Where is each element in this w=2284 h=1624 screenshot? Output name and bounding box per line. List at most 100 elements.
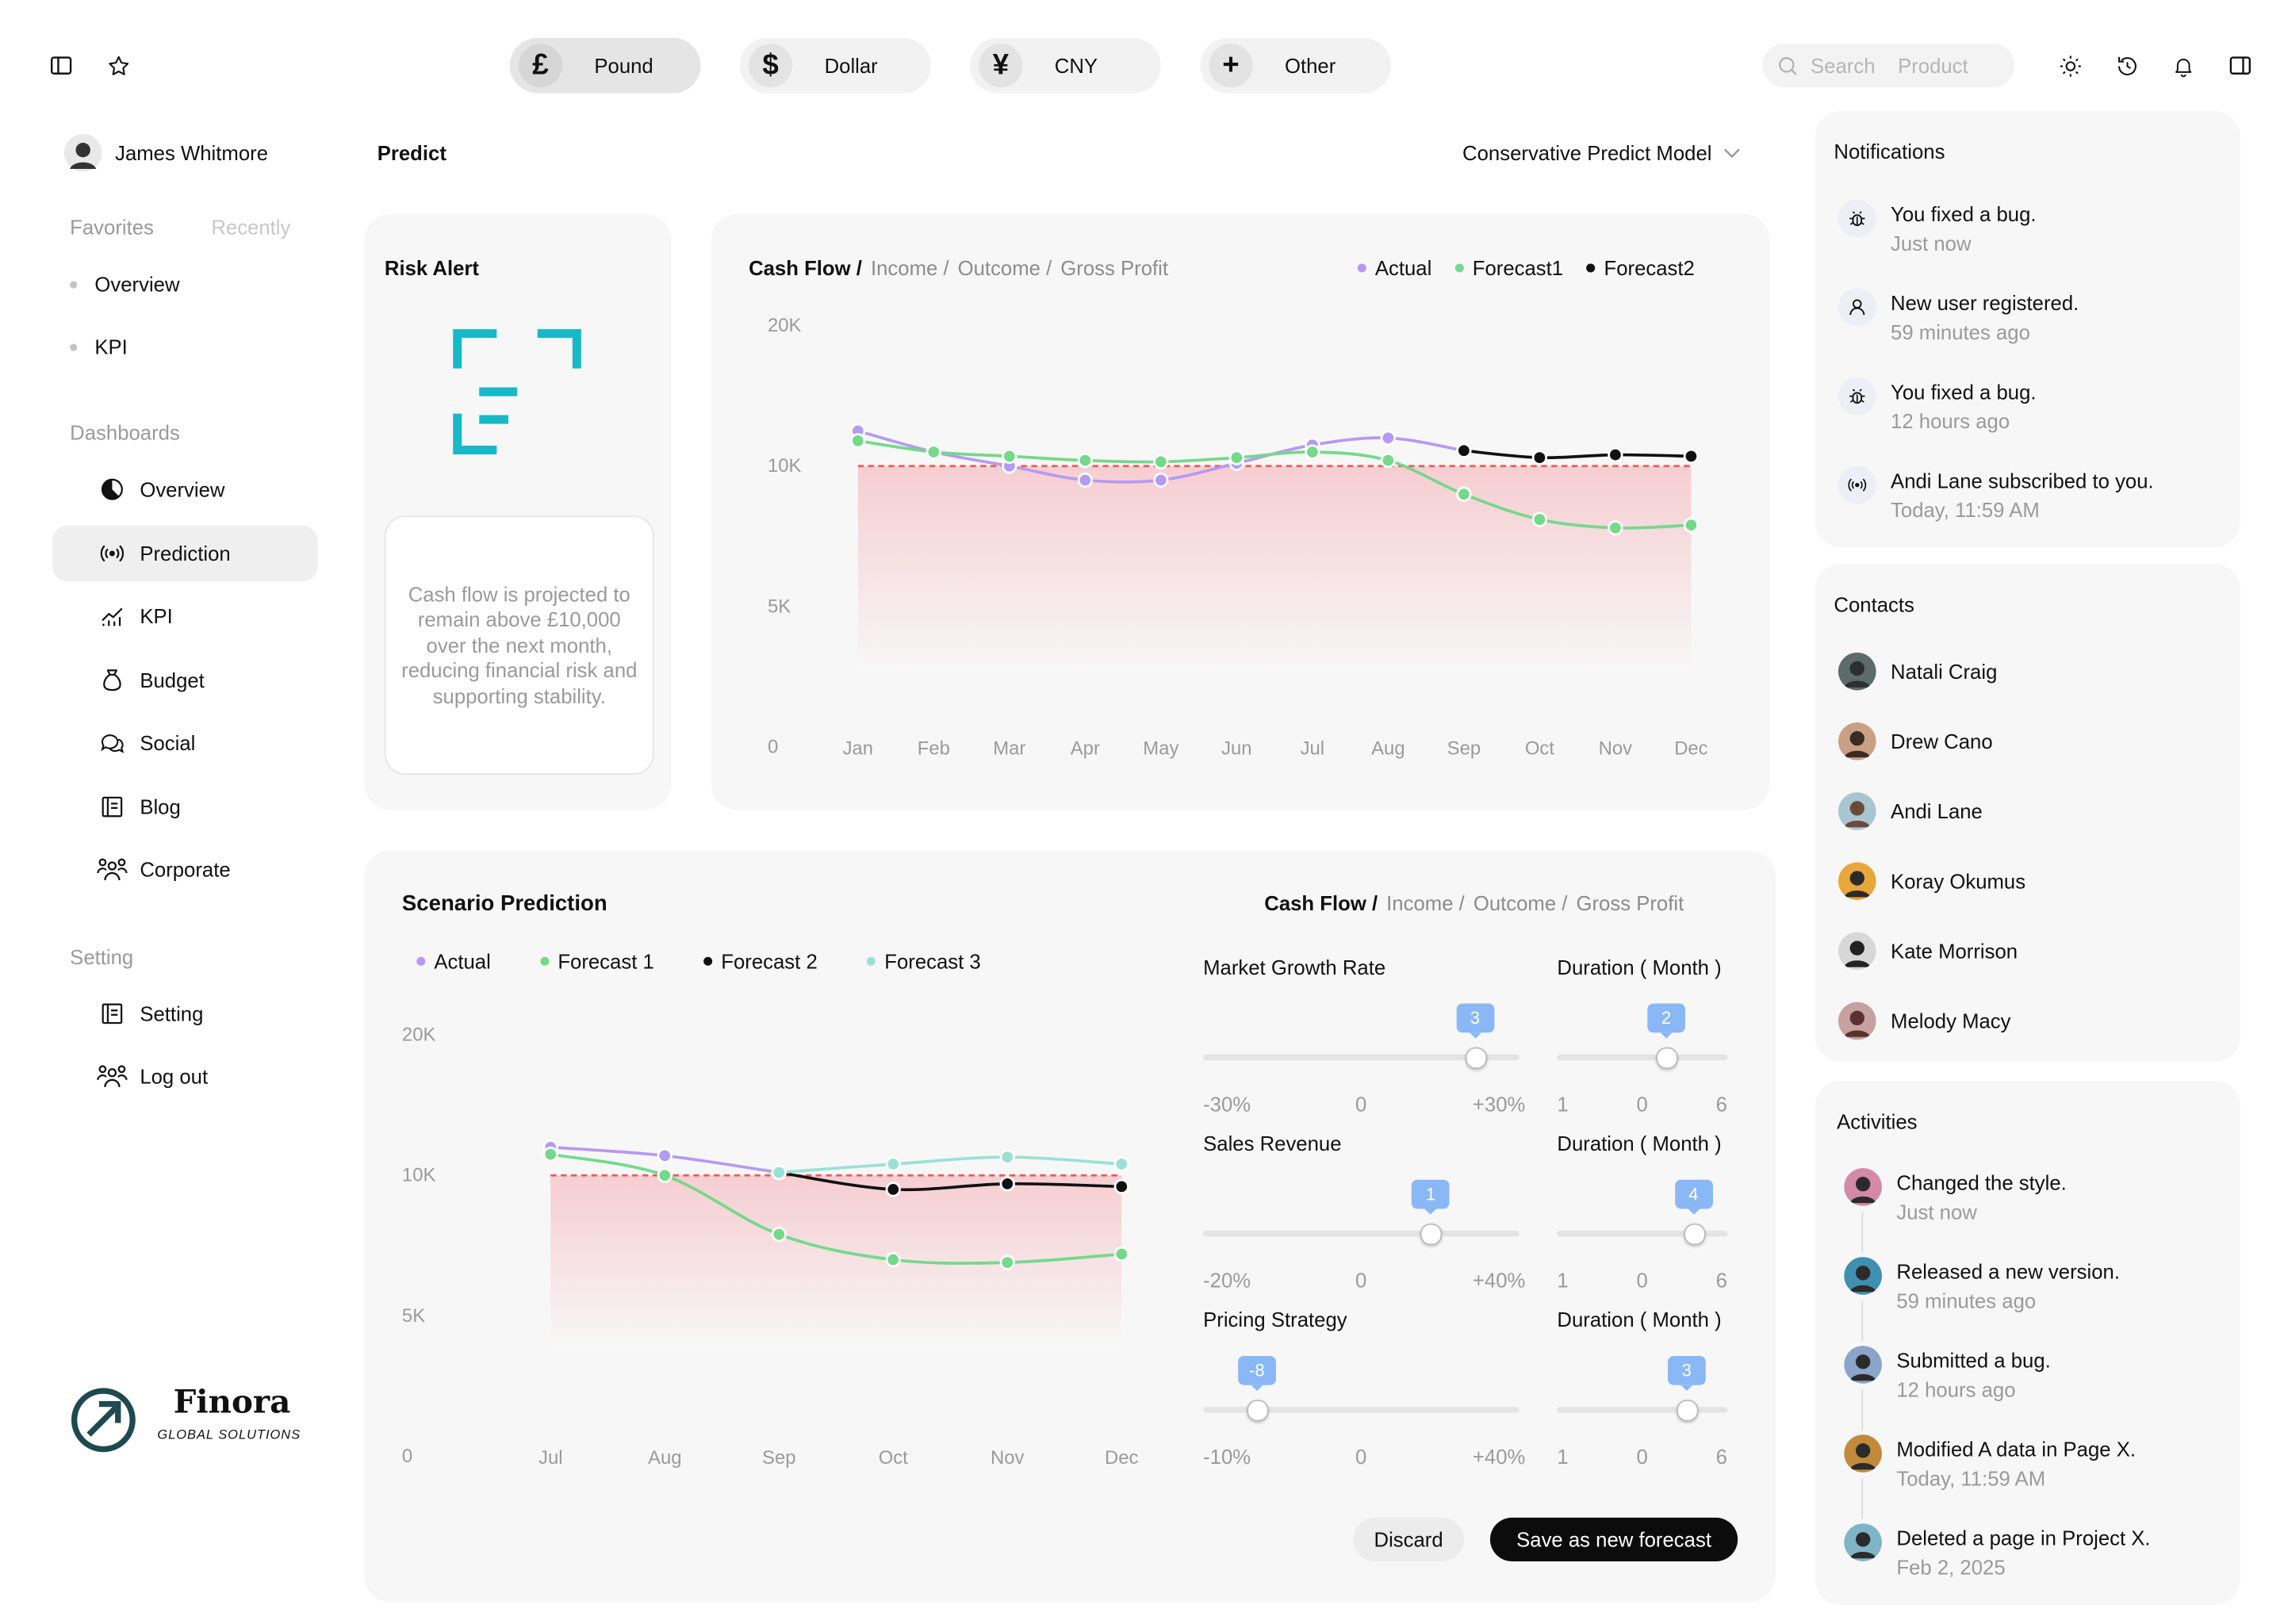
risk-alert-card: Risk Alert Cash flow is projected to rem… xyxy=(364,213,672,810)
history-icon[interactable] xyxy=(2112,51,2141,80)
timeline-connector xyxy=(1861,1478,1864,1519)
contact-item[interactable]: Drew Cano xyxy=(1838,722,1993,760)
activity-time: Today, 11:59 AM xyxy=(1896,1466,2046,1490)
slider-label: Duration ( Month ) xyxy=(1557,955,1722,979)
currency-cny[interactable]: ¥ CNY xyxy=(970,37,1161,94)
model-select-value: Conservative Predict Model xyxy=(1462,141,1712,165)
tab-gross-profit[interactable]: Gross Profit xyxy=(1060,256,1169,280)
activity-item[interactable]: Deleted a page in Project X. Feb 2, 2025 xyxy=(1844,1523,2151,1581)
activity-item[interactable]: Submitted a bug. 12 hours ago xyxy=(1844,1346,2051,1404)
slider-track[interactable] xyxy=(1203,1231,1519,1237)
tab-outcome[interactable]: Outcome / xyxy=(1473,891,1568,915)
notification-item[interactable]: New user registered. 59 minutes ago xyxy=(1838,288,2079,347)
contact-item[interactable]: Koray Okumus xyxy=(1838,862,2025,901)
slider-track[interactable] xyxy=(1203,1054,1519,1061)
notification-text: New user registered. xyxy=(1891,291,2079,315)
slider-thumb[interactable] xyxy=(1246,1400,1269,1422)
team-icon xyxy=(96,853,128,885)
legend-forecast1: Forecast1 xyxy=(1454,256,1563,280)
search-box[interactable]: Search Product xyxy=(1762,44,2015,88)
sidebar-item-social[interactable]: Social xyxy=(52,715,317,771)
star-icon[interactable] xyxy=(103,51,132,80)
activity-item[interactable]: Modified A data in Page X. Today, 11:59 A… xyxy=(1844,1434,2136,1492)
contact-item[interactable]: Kate Morrison xyxy=(1838,932,2018,971)
slider-value-badge: 3 xyxy=(1455,1003,1494,1039)
activities-title: Activities xyxy=(1837,1109,1918,1133)
legend-label: Actual xyxy=(1374,256,1432,280)
contact-item[interactable]: Melody Macy xyxy=(1838,1002,2011,1040)
tab-cash-flow[interactable]: Cash Flow / xyxy=(749,256,862,280)
money-bag-icon xyxy=(96,665,128,696)
bug-icon xyxy=(1838,199,1876,238)
currency-label: Other xyxy=(1284,53,1336,78)
timeline-connector xyxy=(1861,1300,1864,1342)
slider-track[interactable] xyxy=(1557,1407,1728,1413)
slider-thumb[interactable] xyxy=(1683,1223,1706,1246)
currency-dollar[interactable]: $ Dollar xyxy=(740,37,931,94)
slider-track[interactable] xyxy=(1557,1054,1728,1061)
sun-icon[interactable] xyxy=(2056,51,2085,80)
slider-label: Duration ( Month ) xyxy=(1557,1308,1722,1331)
sidebar-item-logout[interactable]: Log out xyxy=(52,1048,317,1104)
panel-toggle-icon[interactable] xyxy=(2225,51,2255,80)
save-forecast-button[interactable]: Save as new forecast xyxy=(1489,1517,1738,1561)
slider-track[interactable] xyxy=(1203,1407,1519,1413)
search-input[interactable]: Search Product xyxy=(1811,53,1968,78)
sidebar-item-label: Budget xyxy=(140,668,205,692)
notification-item[interactable]: You fixed a bug. 12 hours ago xyxy=(1838,377,2037,435)
legend-forecast-1: Forecast 1 xyxy=(540,950,654,973)
recently-tab[interactable]: Recently xyxy=(211,215,291,239)
user-profile[interactable]: James Whitmore xyxy=(63,133,268,172)
company-logo: Finora GLOBAL SOLUTIONS xyxy=(70,1384,332,1460)
notification-text: You fixed a bug. xyxy=(1891,380,2037,404)
sidebar-toggle-icon[interactable] xyxy=(47,51,76,80)
slider-scale-label: -20% xyxy=(1203,1268,1251,1293)
slider-thumb[interactable] xyxy=(1420,1223,1443,1246)
sidebar-item-setting[interactable]: Setting xyxy=(52,986,317,1041)
notification-item[interactable]: You fixed a bug. Just now xyxy=(1838,199,2037,258)
activity-text: Changed the style. xyxy=(1896,1170,2067,1195)
tab-income[interactable]: Income / xyxy=(870,256,949,280)
legend-forecast-2: Forecast 2 xyxy=(703,950,818,973)
activity-item[interactable]: Changed the style. Just now xyxy=(1844,1168,2067,1226)
slider-thumb[interactable] xyxy=(1465,1047,1487,1070)
sidebar-item-blog[interactable]: Blog xyxy=(52,779,317,835)
sidebar-item-corporate[interactable]: Corporate xyxy=(52,842,317,898)
favorites-tab[interactable]: Favorites xyxy=(70,215,154,239)
activity-item[interactable]: Released a new version. 59 minutes ago xyxy=(1844,1257,2120,1315)
chat-icon xyxy=(96,727,128,759)
activity-time: 12 hours ago xyxy=(1896,1377,2016,1401)
sidebar-item-kpi[interactable]: KPI xyxy=(52,588,317,644)
favorite-kpi[interactable]: KPI xyxy=(70,335,128,358)
slider-label: Market Growth Rate xyxy=(1203,955,1386,979)
slider-thumb[interactable] xyxy=(1656,1047,1678,1070)
tab-outcome[interactable]: Outcome / xyxy=(957,256,1052,280)
contact-item[interactable]: Andi Lane xyxy=(1838,792,1983,830)
sidebar-item-budget[interactable]: Budget xyxy=(52,653,317,708)
notification-item[interactable]: Andi Lane subscribed to you. Today, 11:59… xyxy=(1838,465,2154,524)
tab-gross-profit[interactable]: Gross Profit xyxy=(1576,891,1684,915)
pound-icon: £ xyxy=(518,44,562,88)
currency-label: CNY xyxy=(1054,53,1098,78)
discard-button[interactable]: Discard xyxy=(1353,1517,1464,1561)
activity-time: Just now xyxy=(1896,1200,1977,1224)
currency-other[interactable]: + Other xyxy=(1200,37,1392,94)
favorite-overview[interactable]: Overview xyxy=(70,272,180,296)
slider-track[interactable] xyxy=(1557,1231,1728,1237)
tab-income[interactable]: Income / xyxy=(1386,891,1465,915)
contact-item[interactable]: Natali Craig xyxy=(1838,652,1997,691)
contact-name: Kate Morrison xyxy=(1891,939,2018,963)
model-select[interactable]: Conservative Predict Model xyxy=(1462,141,1741,165)
bell-icon[interactable] xyxy=(2169,51,2198,80)
cash-flow-card xyxy=(711,213,1770,810)
avatar xyxy=(1844,1434,1883,1473)
tab-cash-flow[interactable]: Cash Flow / xyxy=(1264,891,1378,915)
activity-text: Deleted a page in Project X. xyxy=(1896,1526,2151,1550)
currency-pound[interactable]: £ Pound xyxy=(509,37,701,94)
yen-icon: ¥ xyxy=(979,44,1023,88)
slider-thumb[interactable] xyxy=(1676,1400,1699,1422)
broadcast-icon xyxy=(96,538,128,569)
sidebar-item-prediction[interactable]: Prediction xyxy=(52,526,318,581)
sidebar-item-overview[interactable]: Overview xyxy=(52,462,317,517)
slider-label: Duration ( Month ) xyxy=(1557,1132,1722,1155)
